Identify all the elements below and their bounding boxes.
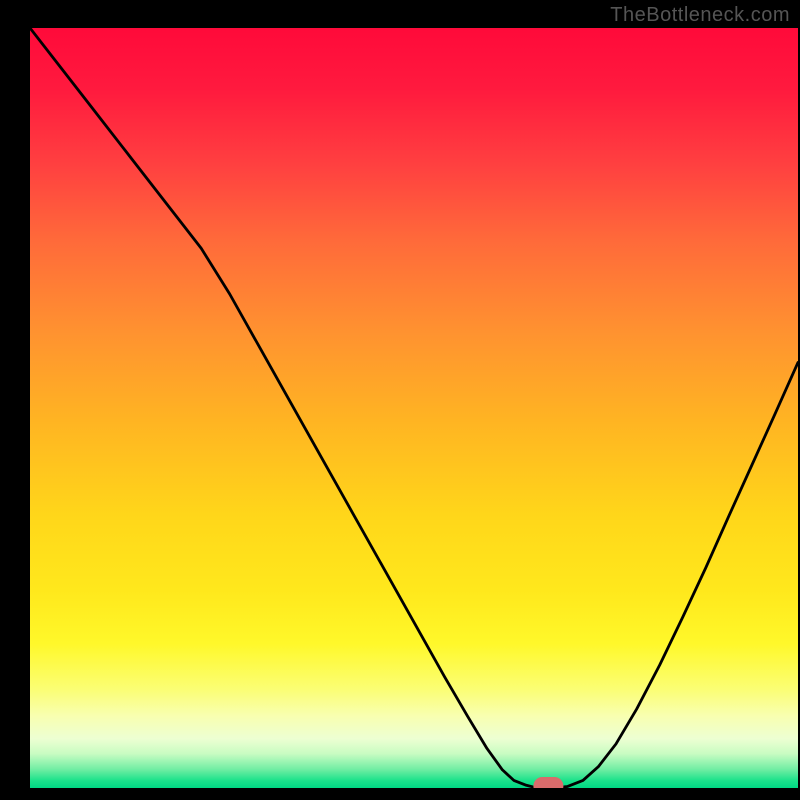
optimal-point-marker [533, 777, 563, 788]
chart-frame: TheBottleneck.com [0, 0, 800, 800]
watermark-text: TheBottleneck.com [610, 4, 790, 27]
chart-svg [30, 28, 798, 788]
gradient-background [30, 28, 798, 788]
bottleneck-chart [30, 28, 798, 788]
